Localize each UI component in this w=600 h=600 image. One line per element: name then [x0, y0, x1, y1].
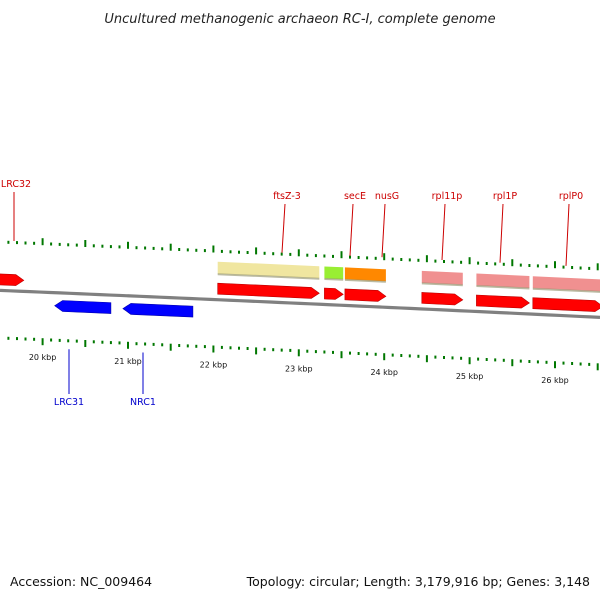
feature-band-rpl1p[interactable]	[476, 273, 530, 289]
gene-label-nusg[interactable]: nusG	[375, 191, 399, 202]
reverse-tick-marks	[7, 336, 599, 371]
forward-gene-track[interactable]	[0, 273, 600, 312]
feature-band-rplp0[interactable]	[532, 276, 600, 292]
feature-band-shadow	[217, 273, 320, 280]
gene-arrow-rplp0[interactable]	[532, 297, 600, 312]
leader-line	[565, 203, 570, 266]
feature-band-ftsz-3[interactable]	[217, 261, 320, 279]
genome-summary-text: Topology: circular; Length: 3,179,916 bp…	[246, 574, 590, 589]
gene-label-rpl11p[interactable]: rpl11p	[432, 191, 463, 202]
gene-label-rpl1p[interactable]: rpl1P	[493, 191, 518, 202]
leader-line	[349, 203, 354, 256]
scale-label: 23 kbp	[285, 364, 313, 373]
feature-band-shadow	[421, 282, 463, 287]
forward-tick-marks	[7, 238, 599, 271]
gene-label-sece[interactable]: secE	[344, 191, 366, 202]
feature-band-sece[interactable]	[324, 266, 344, 280]
gene-arrow-sece[interactable]	[324, 287, 344, 300]
gene-arrow-lrc32[interactable]	[0, 273, 25, 286]
feature-band-shadow	[324, 278, 344, 281]
feature-band-shadow	[476, 285, 530, 290]
gene-arrow-ftsz-3[interactable]	[217, 282, 320, 299]
gene-arrow-lrc31[interactable]	[54, 300, 112, 314]
leader-line	[381, 203, 386, 258]
reverse-gene-track[interactable]	[54, 300, 194, 318]
gene-label-ftsz-3[interactable]: ftsZ-3	[273, 191, 301, 202]
feature-band-shadow	[532, 287, 600, 293]
leader-line	[499, 203, 504, 263]
feature-band-rpl11p[interactable]	[421, 270, 463, 285]
gene-arrow-rpl1p[interactable]	[476, 294, 530, 309]
feature-band-shadow	[344, 278, 386, 283]
gene-label-lrc31[interactable]: LRC31	[54, 397, 84, 408]
scale-label: 26 kbp	[541, 376, 569, 385]
gene-label-nrc1[interactable]: NRC1	[130, 397, 156, 408]
accession-text: Accession: NC_009464	[10, 574, 152, 589]
scale-labels: 20 kbp 21 kbp 22 kbp 23 kbp 24 kbp 25 kbp 26 k…	[29, 353, 569, 385]
feature-track	[217, 261, 600, 293]
gene-label-rplp0[interactable]: rplP0	[559, 191, 583, 202]
gene-arrow-nusg[interactable]	[344, 288, 387, 302]
scale-label: 22 kbp	[200, 361, 228, 370]
scale-label: 25 kbp	[456, 372, 484, 381]
scale-label: 24 kbp	[370, 368, 398, 377]
feature-band-nusg[interactable]	[344, 267, 386, 282]
leader-line	[441, 203, 446, 261]
genome-backbone	[0, 288, 600, 319]
leader-line	[281, 203, 286, 253]
gene-label-lrc32[interactable]: LRC32	[1, 179, 31, 190]
gene-arrow-nrc1[interactable]	[122, 303, 194, 318]
gene-labels: LRC32 ftsZ-3 secE nusG rpl11p rpl1P rplP0 LRC31…	[1, 179, 583, 408]
backbone-line	[0, 288, 600, 319]
scale-label: 20 kbp	[29, 353, 57, 362]
map-title: Uncultured methanogenic archaeon RC-I, c…	[104, 12, 495, 27]
scale-label: 21 kbp	[114, 357, 142, 366]
gene-arrow-rpl11p[interactable]	[421, 292, 464, 306]
